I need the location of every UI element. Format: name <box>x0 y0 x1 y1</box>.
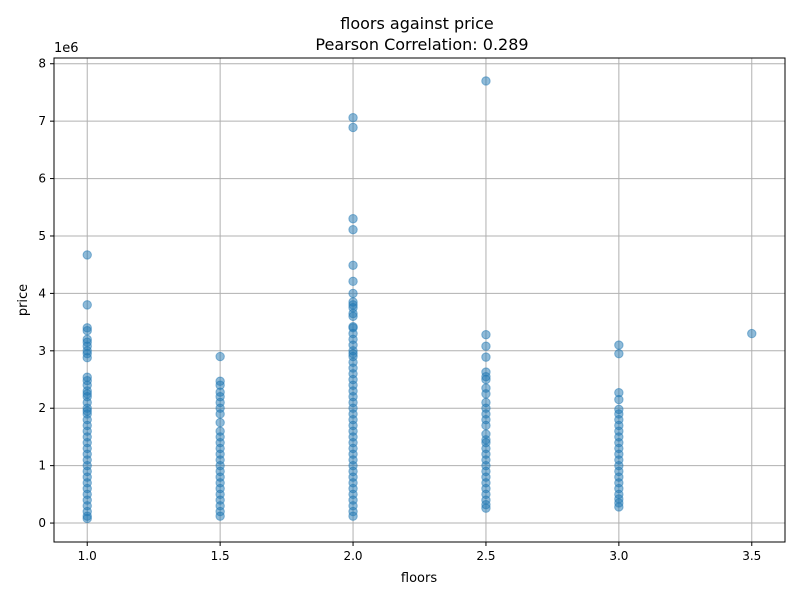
data-point <box>614 502 624 512</box>
data-point <box>481 374 491 385</box>
y-axis-label: price <box>16 284 31 316</box>
data-point <box>747 328 757 339</box>
x-tick-label: 1.5 <box>211 549 230 563</box>
data-point <box>348 113 358 123</box>
data-point <box>348 122 358 133</box>
data-point <box>614 348 624 359</box>
x-axis-ticks: 1.0 1.5 2.0 2.5 3.0 3.5 <box>78 542 761 563</box>
y-tick-label: 6 <box>38 172 46 186</box>
data-point <box>481 341 491 351</box>
data-point <box>215 511 225 521</box>
data-point <box>348 214 358 224</box>
y-tick-label: 8 <box>38 57 46 71</box>
x-tick-label: 1.0 <box>78 549 97 563</box>
y-tick-label: 0 <box>38 516 46 530</box>
data-point <box>348 288 358 299</box>
chart-subtitle: Pearson Correlation: 0.289 <box>315 35 528 54</box>
data-point <box>481 389 491 399</box>
x-tick-label: 3.5 <box>742 549 761 563</box>
data-point <box>82 250 92 260</box>
data-point <box>82 353 92 363</box>
y-tick-label: 5 <box>38 229 46 243</box>
y-tick-label: 7 <box>38 114 46 128</box>
data-point <box>481 420 491 431</box>
y-tick-label: 1 <box>38 459 46 473</box>
data-point <box>215 417 225 428</box>
x-tick-label: 3.0 <box>609 549 628 563</box>
y-tick-label: 4 <box>38 286 46 300</box>
data-points <box>82 76 757 524</box>
data-point <box>481 352 491 362</box>
data-point <box>348 224 358 235</box>
x-tick-label: 2.5 <box>476 549 495 563</box>
y-axis-offset-label: 1e6 <box>54 41 79 56</box>
x-tick-label: 2.0 <box>343 549 362 563</box>
data-point <box>481 503 491 513</box>
data-point <box>614 394 624 405</box>
data-point <box>348 276 358 287</box>
grid <box>54 58 785 542</box>
data-point <box>481 330 491 340</box>
data-point <box>82 326 92 336</box>
y-tick-label: 2 <box>38 401 46 415</box>
plot-frame <box>53 57 786 543</box>
data-point <box>215 409 225 419</box>
y-tick-label: 3 <box>38 344 46 358</box>
data-point <box>348 260 358 270</box>
data-point <box>82 513 92 524</box>
data-point <box>614 340 624 350</box>
data-point <box>348 311 358 322</box>
data-point <box>481 76 491 86</box>
data-point <box>82 300 92 310</box>
data-point <box>215 351 225 362</box>
data-point <box>348 511 358 521</box>
x-axis-label: floors <box>401 571 437 586</box>
y-axis-ticks: 0 1 2 3 4 5 6 7 8 <box>38 57 54 530</box>
chart-title: floors against price <box>340 14 494 33</box>
